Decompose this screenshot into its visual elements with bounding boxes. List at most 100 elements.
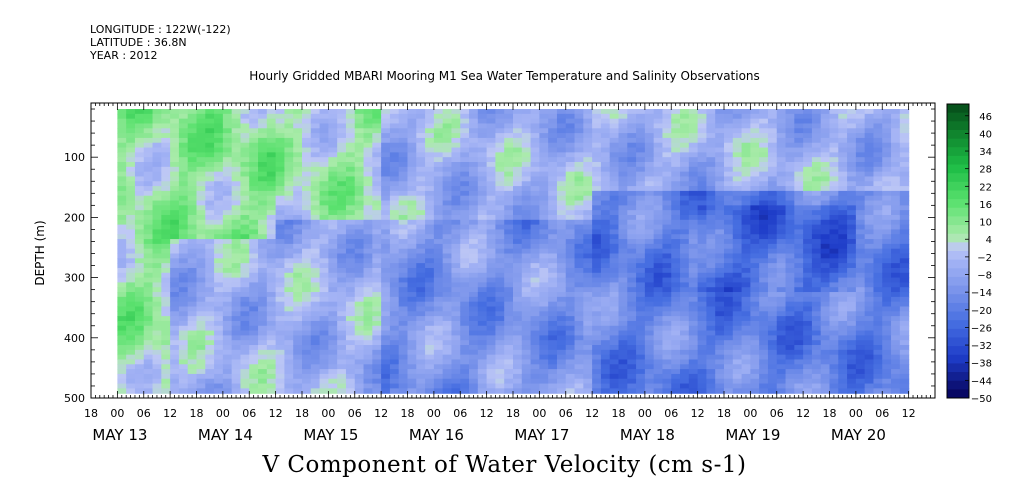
heatmap-cell: [231, 277, 242, 284]
heatmap-cell: [618, 263, 628, 269]
heatmap-cell: [706, 200, 716, 206]
heatmap-cell: [680, 239, 690, 245]
heatmap-cell: [187, 239, 198, 245]
heatmap-cell: [662, 210, 672, 216]
heatmap-cell: [706, 263, 716, 269]
heatmap-cell: [495, 142, 505, 149]
heatmap-cell: [319, 243, 329, 250]
heatmap-cell: [732, 267, 743, 274]
heatmap-cell: [425, 388, 435, 394]
heatmap-cell: [469, 229, 479, 235]
heatmap-cell: [310, 272, 321, 279]
heatmap-cell: [407, 109, 417, 115]
heatmap-cell: [548, 109, 558, 115]
heatmap-cell: [759, 133, 769, 139]
heatmap-cell: [152, 109, 162, 115]
heatmap-cell: [170, 109, 180, 115]
heatmap-cell: [574, 349, 584, 356]
heatmap-cell: [486, 109, 497, 115]
heatmap-cell: [521, 190, 532, 197]
heatmap-cell: [328, 383, 338, 389]
heatmap-cell: [187, 369, 198, 375]
heatmap-cell: [266, 113, 277, 120]
heatmap-cell: [829, 277, 839, 284]
heatmap-cell: [636, 190, 646, 197]
heatmap-cell: [811, 287, 822, 293]
heatmap-cell: [389, 190, 400, 197]
heatmap-cell: [574, 200, 584, 206]
heatmap-cell: [442, 239, 453, 245]
heatmap-cell: [794, 296, 804, 303]
heatmap-cell: [671, 248, 681, 255]
heatmap-cell: [398, 142, 409, 149]
heatmap-cell: [460, 301, 470, 308]
heatmap-cell: [363, 171, 373, 178]
heatmap-cell: [697, 162, 708, 168]
heatmap-cell: [389, 200, 400, 206]
heatmap-cell: [214, 200, 224, 206]
heatmap-cell: [504, 340, 514, 346]
heatmap-cell: [724, 176, 734, 182]
heatmap-cell: [741, 296, 751, 303]
heatmap-cell: [354, 137, 365, 144]
heatmap-cell: [785, 219, 795, 226]
heatmap-cell: [556, 388, 567, 394]
heatmap-cell: [117, 263, 127, 269]
heatmap-cell: [275, 224, 286, 231]
heatmap-cell: [556, 181, 567, 187]
heatmap-cell: [469, 224, 479, 231]
heatmap-cell: [583, 349, 593, 356]
heatmap-cell: [389, 234, 400, 240]
heatmap-cell: [389, 287, 400, 293]
heatmap-cell: [469, 137, 479, 144]
heatmap-cell: [618, 243, 628, 250]
heatmap-cell: [196, 137, 206, 144]
heatmap-cell: [530, 190, 540, 197]
heatmap-cell: [249, 320, 259, 327]
heatmap-cell: [134, 166, 145, 173]
heatmap-cell: [495, 186, 505, 192]
heatmap-cell: [275, 383, 286, 389]
heatmap-cell: [618, 166, 628, 173]
heatmap-cell: [249, 128, 259, 134]
heatmap-cell: [609, 186, 620, 192]
heatmap-cell: [477, 253, 488, 259]
heatmap-cell: [671, 287, 681, 293]
heatmap-cell: [214, 210, 224, 216]
heatmap-cell: [425, 373, 435, 380]
heatmap-cell: [222, 263, 233, 269]
heatmap-cell: [222, 292, 233, 298]
heatmap-cell: [319, 214, 329, 221]
heatmap-cell: [381, 325, 391, 332]
heatmap-cell: [636, 364, 646, 370]
heatmap-cell: [680, 152, 690, 158]
heatmap-cell: [372, 335, 382, 341]
heatmap-cell: [741, 330, 751, 336]
heatmap-cell: [337, 359, 347, 365]
heatmap-cell: [425, 354, 435, 361]
heatmap-cell: [530, 181, 540, 187]
heatmap-cell: [688, 195, 699, 202]
heatmap-cell: [469, 306, 479, 312]
heatmap-cell: [521, 258, 532, 264]
heatmap-cell: [486, 311, 497, 317]
heatmap-cell: [328, 234, 338, 240]
heatmap-cell: [539, 248, 549, 255]
heatmap-cell: [319, 306, 329, 312]
heatmap-cell: [741, 258, 751, 264]
heatmap-cell: [196, 277, 206, 284]
heatmap-cell: [803, 287, 813, 293]
heatmap-cell: [565, 229, 576, 235]
heatmap-cell: [662, 287, 672, 293]
heatmap-cell: [214, 239, 224, 245]
heatmap-cell: [636, 195, 646, 202]
heatmap-cell: [381, 282, 391, 288]
heatmap-cell: [170, 383, 180, 389]
heatmap-cell: [715, 157, 725, 163]
heatmap-cell: [293, 137, 303, 144]
heatmap-cell: [811, 195, 822, 202]
heatmap-cell: [697, 219, 708, 226]
heatmap-cell: [258, 349, 268, 356]
heatmap-cell: [302, 109, 312, 115]
heatmap-cell: [170, 205, 180, 211]
